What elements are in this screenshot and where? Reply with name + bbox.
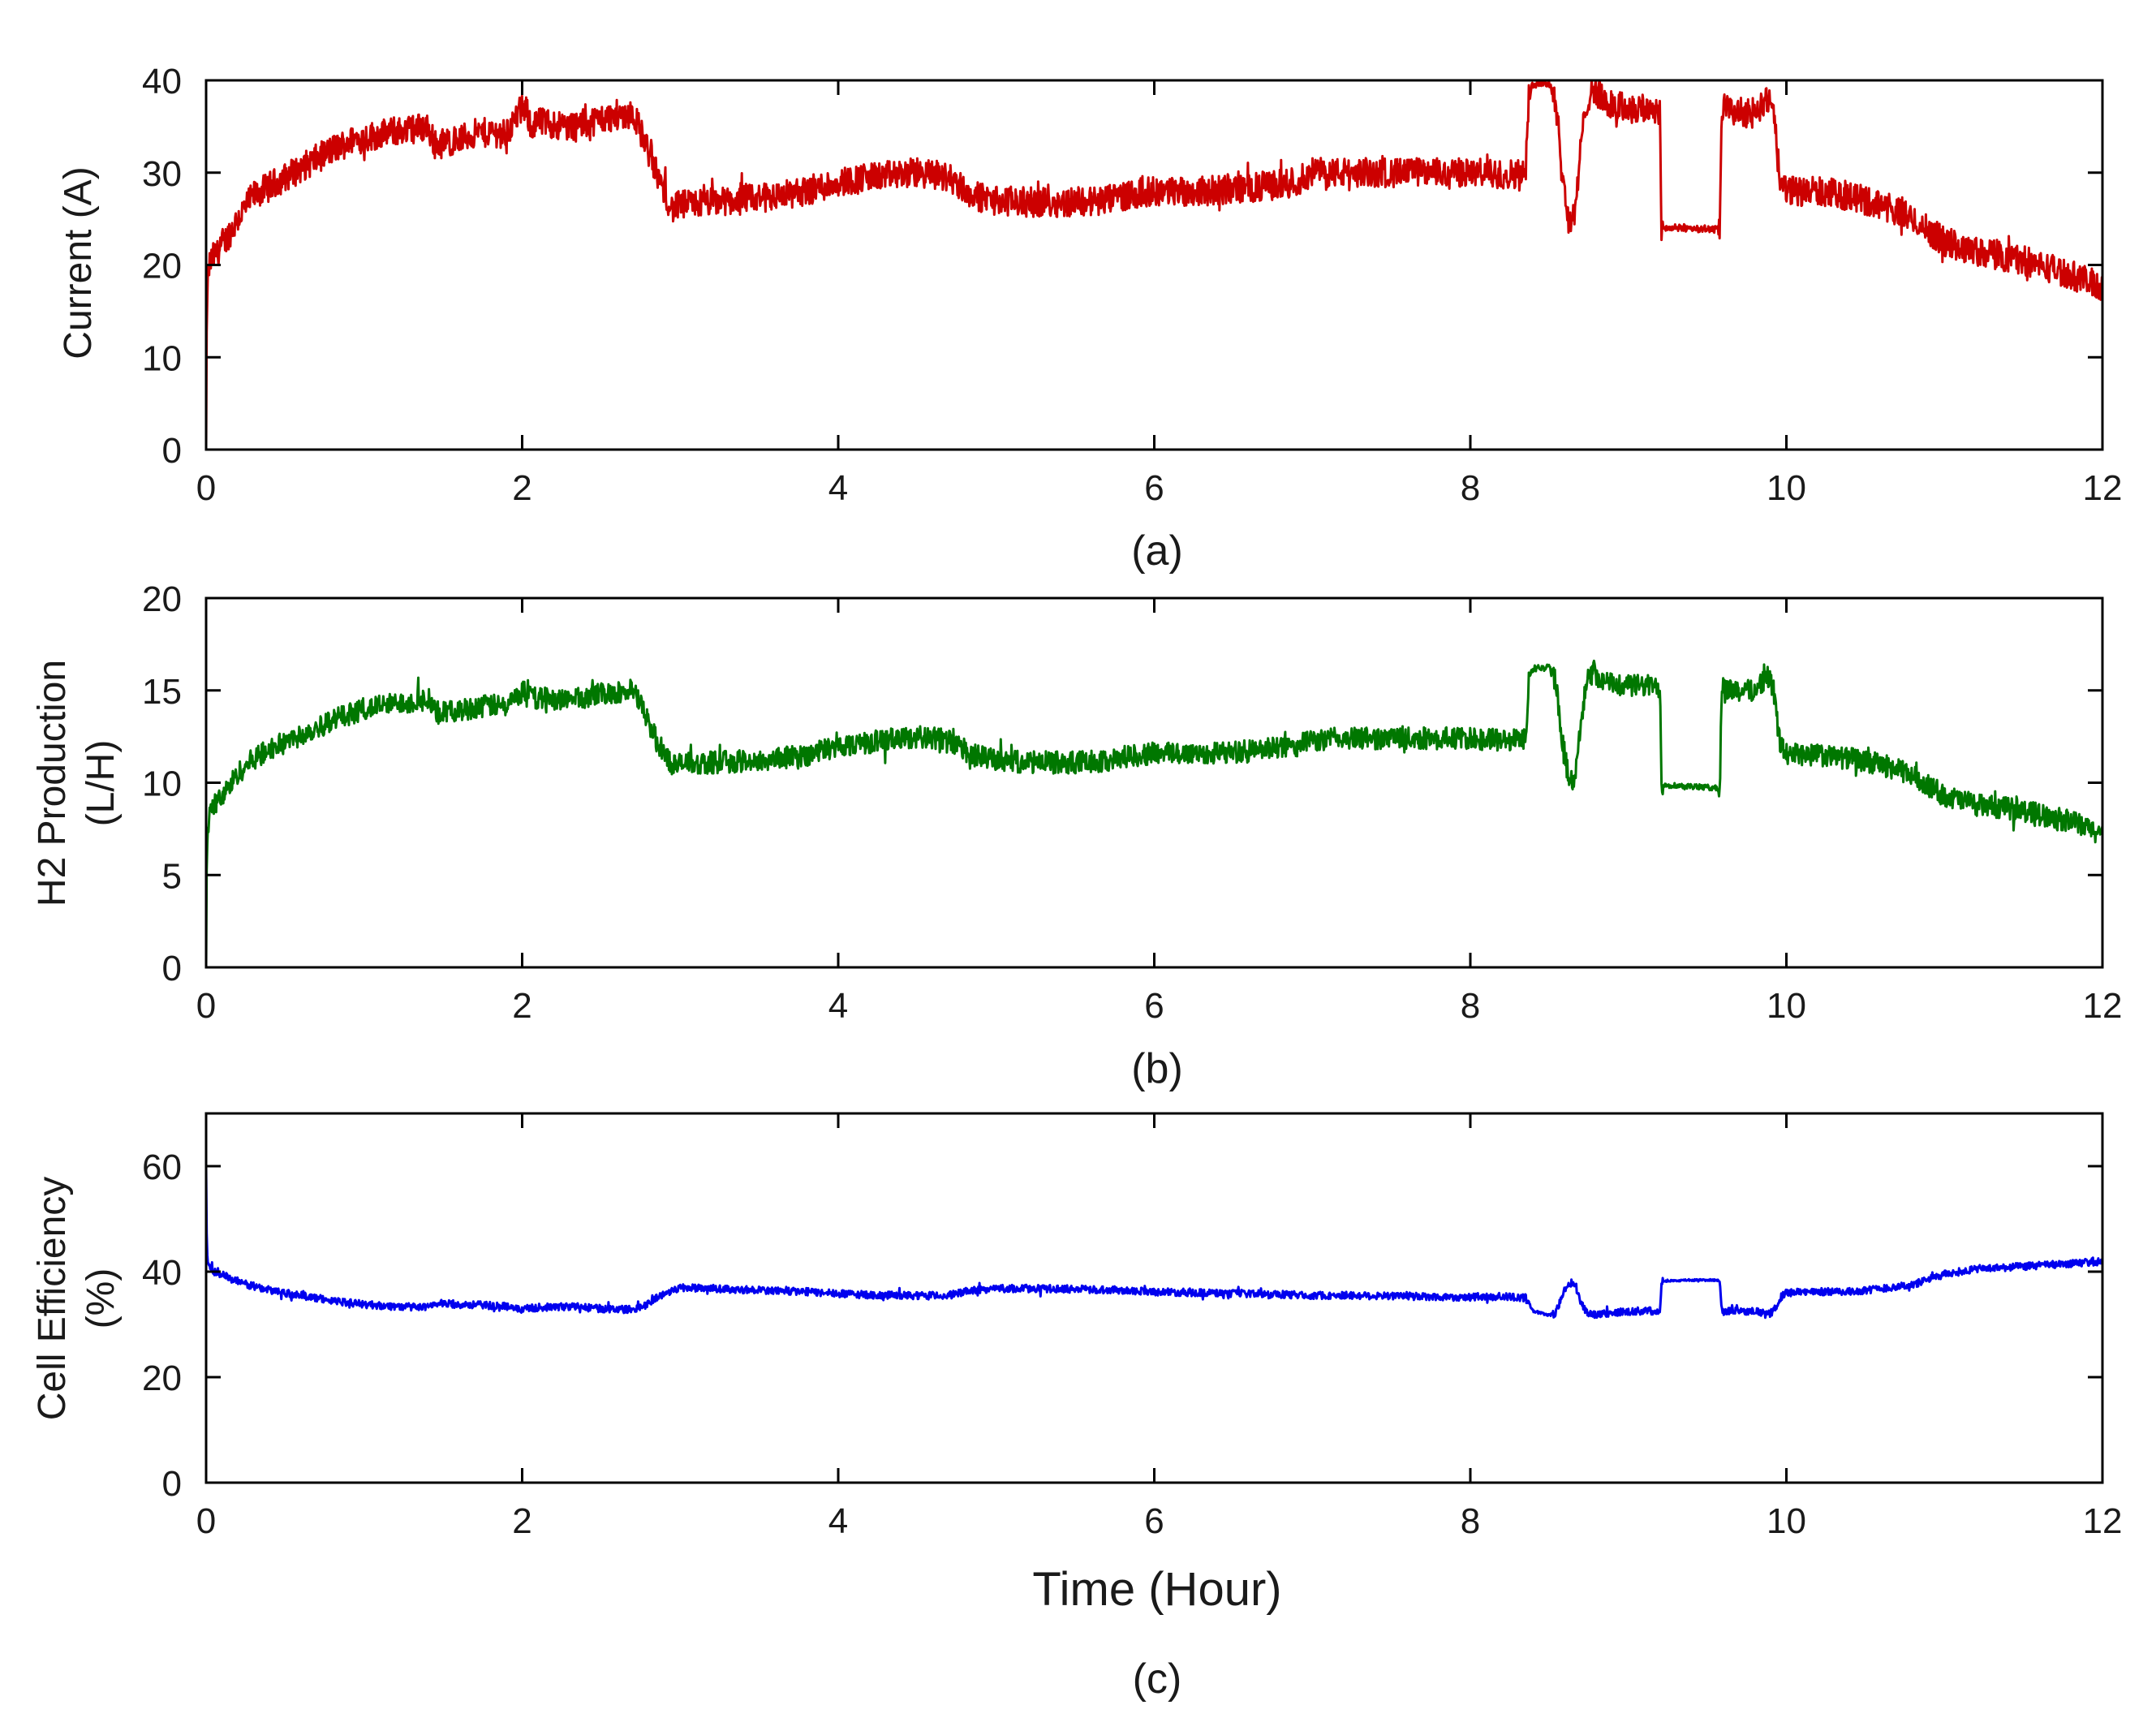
panel-c-series-cell-efficiency xyxy=(204,1165,2104,1320)
panel-b-ytick-label: 0 xyxy=(162,949,182,988)
panel-a-ytick-label: 0 xyxy=(162,431,182,471)
panel-b-xtick-label: 12 xyxy=(2083,986,2123,1026)
panel-a-ticks: 0 2 4 6 8 10 12 0 10 20 30 40 xyxy=(142,62,2122,508)
panel-a-caption: (a) xyxy=(1131,527,1183,575)
panel-a-series-current xyxy=(204,79,2104,450)
panel-b-ytick-label: 15 xyxy=(142,672,182,712)
panel-c-caption: (c) xyxy=(1133,1656,1182,1703)
panel-c-ytick-label: 20 xyxy=(142,1358,182,1398)
panel-a-xtick-label: 6 xyxy=(1144,468,1164,508)
panel-b-ylabel-line-1: H2 Production xyxy=(31,660,74,906)
panel-c-xtick-label: 10 xyxy=(1767,1501,1806,1541)
panel-c-ytick-label: 0 xyxy=(162,1464,182,1504)
panel-a-ytick-label: 10 xyxy=(142,338,182,378)
panel-a: Current (A) 0 2 4 6 8 10 12 0 10 20 30 40 (a) xyxy=(57,62,2122,575)
panel-c-ylabel-line-1: Cell Efficiency xyxy=(31,1177,74,1421)
panel-b-ytick-label: 5 xyxy=(162,856,182,896)
panel-a-ytick-label: 30 xyxy=(142,154,182,194)
panel-c-ytick-label: 60 xyxy=(142,1147,182,1187)
panel-a-xtick-label: 2 xyxy=(512,468,531,508)
panel-a-xtick-label: 12 xyxy=(2083,468,2123,508)
panel-c-ticks: 0 2 4 6 8 10 12 0 20 40 60 xyxy=(142,1113,2122,1541)
panel-a-ytick-label: 20 xyxy=(142,247,182,286)
panel-b-caption: (b) xyxy=(1131,1045,1183,1092)
panel-b-xtick-label: 6 xyxy=(1144,986,1164,1026)
panel-a-xtick-label: 10 xyxy=(1767,468,1806,508)
panel-a-ylabel: Current (A) xyxy=(57,166,100,359)
panel-a-xtick-label: 0 xyxy=(196,468,216,508)
panel-b-series-h2-production xyxy=(204,659,2104,968)
panel-c-xtick-label: 8 xyxy=(1461,1501,1480,1541)
panel-c-xtick-label: 2 xyxy=(512,1501,531,1541)
panel-b-xtick-label: 8 xyxy=(1461,986,1480,1026)
panel-b-ylabel-line-2: (L/H) xyxy=(80,740,123,827)
panel-a-ytick-label: 40 xyxy=(142,62,182,101)
panel-c-xlabel: Time (Hour) xyxy=(1032,1563,1281,1616)
panel-b-xtick-label: 2 xyxy=(512,986,531,1026)
panel-c-ytick-label: 40 xyxy=(142,1253,182,1293)
panel-c-xtick-label: 6 xyxy=(1144,1501,1164,1541)
panel-b-ticks: 0 2 4 6 8 10 12 0 5 10 15 20 xyxy=(142,579,2122,1026)
panel-b-ytick-label: 20 xyxy=(142,579,182,619)
panel-b-xtick-label: 4 xyxy=(828,986,848,1026)
panel-a-xtick-label: 8 xyxy=(1461,468,1480,508)
panel-c-ylabel-line-2: (%) xyxy=(80,1268,123,1329)
panel-b: H2 Production (L/H) 0 2 4 6 8 10 12 0 5 10 15 20 (b… xyxy=(31,579,2122,1092)
panel-c-xtick-label: 12 xyxy=(2083,1501,2123,1541)
panel-a-xtick-label: 4 xyxy=(828,468,848,508)
panel-b-xtick-label: 0 xyxy=(196,986,216,1026)
panel-b-xtick-label: 10 xyxy=(1767,986,1806,1026)
panel-c: Cell Efficiency (%) 0 2 4 6 8 10 12 0 20 40 60 Tim… xyxy=(31,1112,2122,1703)
panel-b-ytick-label: 10 xyxy=(142,764,182,804)
panel-c-xtick-label: 4 xyxy=(828,1501,848,1541)
panel-c-xtick-label: 0 xyxy=(196,1501,216,1541)
